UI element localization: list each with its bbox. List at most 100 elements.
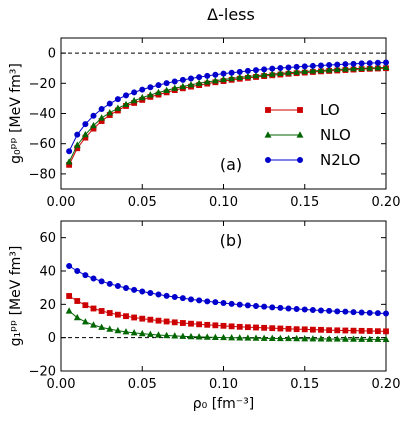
panel-b-lo-point	[106, 310, 113, 316]
panel-a-nlo-point	[220, 75, 227, 83]
panel-b-n2lo-point	[350, 309, 357, 316]
panel-b-lo-point	[204, 321, 211, 328]
panel-b-n2lo-point	[342, 308, 349, 315]
panel-a-nlo-point	[155, 88, 162, 96]
panel-b-n2lo-point	[277, 304, 284, 311]
panel-b-ytick-label: 20	[39, 298, 56, 313]
panel-a-n2lo-point	[171, 78, 178, 85]
panel-a-nlo-point	[138, 93, 146, 101]
panel-a-n2lo-point	[74, 131, 81, 138]
panel-b-lo-point	[269, 325, 276, 332]
legend-lo-marker	[265, 107, 271, 113]
panel-b-nlo-point	[325, 335, 333, 342]
panel-b-nlo-point	[317, 335, 325, 342]
panel-b-lo-point	[253, 324, 259, 331]
panel-a-n2lo-point	[285, 64, 292, 71]
panel-b-lo-point	[196, 321, 203, 328]
panel-b-lo-point	[131, 314, 138, 321]
panel-b-nlo-point	[220, 333, 227, 341]
panel-b-nlo-point	[211, 333, 219, 341]
panel-a-nlo-point	[244, 72, 252, 80]
panel-b-lo-point	[66, 293, 73, 299]
panel-b-n2lo-point	[358, 309, 365, 316]
panel-a-xtick-label: 0.00	[47, 195, 76, 210]
panel-b-ytick-label: −20	[29, 365, 56, 380]
panel-b-lo-point	[301, 326, 308, 333]
panel-b-n2lo-point	[382, 310, 389, 317]
panel-a-n2lo-point	[382, 59, 389, 66]
panel-b-nlo-point	[333, 335, 341, 342]
panel-b-n2lo-point	[147, 289, 154, 296]
panel-a-n2lo-point	[293, 63, 300, 70]
panel-b-nlo-point	[341, 335, 349, 342]
panel-a-n2lo-point	[147, 84, 154, 91]
panel-a-nlo-point	[146, 91, 154, 98]
panel-b-nlo-point	[179, 332, 187, 339]
panel-b-n2lo-point	[139, 288, 146, 295]
panel-b-lo-point	[318, 326, 324, 333]
panel-b-lo-point	[285, 325, 292, 332]
panel-a-n2lo-point	[123, 92, 130, 99]
panel-b-lo-point	[350, 327, 357, 334]
panel-a-n2lo-point	[196, 74, 203, 81]
panel-a-nlo-point	[374, 64, 382, 71]
panel-b-n2lo-point	[269, 304, 276, 311]
panel-a-n2lo-point	[66, 148, 73, 155]
panel-a-nlo-point	[90, 121, 97, 129]
panel-a-n2lo-point	[114, 96, 121, 103]
panel-b-nlo-point	[293, 334, 301, 342]
panel-b-lo-point	[277, 325, 284, 332]
panel-b-nlo-point	[350, 335, 357, 342]
panel-a-nlo-point	[333, 65, 341, 73]
panel-a-nlo-point	[163, 86, 171, 93]
panel-b-n2lo-point	[317, 307, 324, 314]
panel-b-nlo-point	[98, 323, 106, 330]
panel-b-nlo-point	[260, 334, 268, 341]
panel-b-nlo-point	[203, 333, 211, 340]
panel-b-lo-point	[366, 328, 373, 334]
panel-a-nlo-point	[122, 100, 130, 108]
panel-b-n2lo-point	[179, 295, 186, 302]
panel-a-n2lo-point	[228, 69, 235, 76]
panel-b-n2lo-point	[285, 305, 292, 312]
panel-b-lo-point	[228, 323, 235, 330]
panel-b-n2lo-point	[90, 275, 97, 282]
panel-a-n2lo-point	[155, 82, 162, 89]
panel-b-ylabel: g₁ᵖᵖ [MeV fm³]	[8, 246, 24, 347]
panel-a-xtick-label: 0.20	[372, 195, 401, 210]
panel-a-ytick-label: −40	[29, 107, 56, 122]
panel-a-nlo-point	[293, 68, 301, 75]
panel-b-xtick-label: 0.00	[47, 377, 76, 392]
panel-b-nlo-point	[276, 334, 284, 342]
panel-b-nlo-point	[252, 334, 260, 341]
panel-a-nlo-point	[276, 69, 284, 76]
panel-b-lo-point	[244, 324, 251, 331]
panel-a-nlo-point	[114, 104, 122, 111]
panel-b-n2lo-point	[131, 286, 138, 293]
panel-b-nlo-point	[81, 318, 89, 325]
panel-a-nlo-point	[73, 141, 81, 148]
panel-a-n2lo-point	[317, 62, 324, 69]
panel-b-n2lo-point	[114, 282, 121, 289]
panel-a-nlo-point	[211, 76, 219, 84]
panel-a-nlo-point	[341, 65, 349, 72]
panel-a-n2lo-point	[309, 62, 316, 69]
panel-a-nlo-point	[358, 64, 366, 71]
panel-a-n2lo-point	[334, 61, 341, 68]
panel-a-nlo-point	[203, 78, 211, 85]
panel-b-nlo-point	[301, 335, 309, 342]
panel-a-n2lo-point	[179, 76, 186, 83]
panel-b-xlabel: ρ₀ [fm⁻³]	[193, 396, 254, 412]
panel-a-nlo-point	[382, 63, 390, 71]
panel-b-xtick-label: 0.05	[128, 377, 157, 392]
panel-b-nlo-point	[236, 334, 244, 341]
panel-b-ytick-label: 60	[39, 231, 56, 246]
panel-a-n2lo-point	[366, 60, 373, 67]
legend-nlo-label: NLO	[320, 126, 351, 144]
panel-b-nlo-point	[171, 332, 179, 339]
panel-a-n2lo-point	[342, 61, 349, 68]
panel-a-n2lo-point	[253, 67, 260, 74]
panel-b-lo-point	[334, 327, 341, 334]
panel-b-lo-point	[212, 322, 219, 329]
panel-b-n2lo-point	[106, 280, 113, 287]
